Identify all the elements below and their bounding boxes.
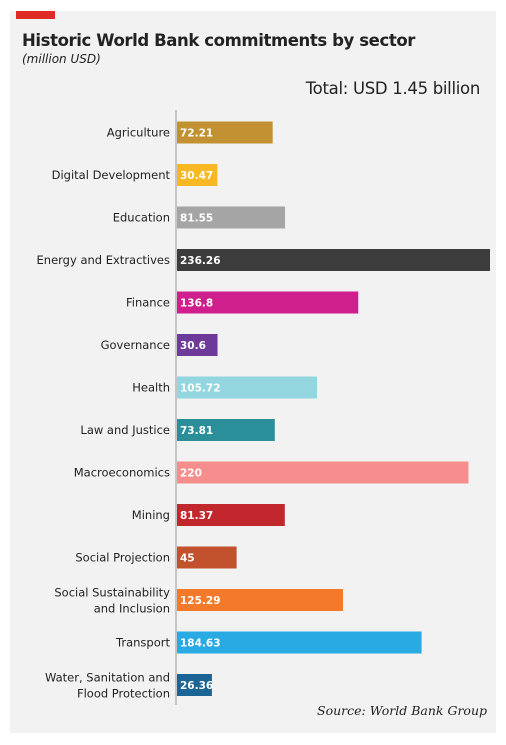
bar-macroeconomics bbox=[177, 461, 469, 484]
value-label-energy-and-extractives: 236.26 bbox=[180, 255, 221, 267]
bar-mining bbox=[177, 504, 285, 526]
category-label-macroeconomics: Macroeconomics bbox=[74, 466, 170, 480]
bar-education bbox=[177, 206, 286, 229]
accent-bar bbox=[16, 11, 55, 19]
value-label-social-sustainability-and-inclusion: 125.29 bbox=[180, 595, 221, 607]
value-label-macroeconomics: 220 bbox=[180, 468, 202, 480]
value-label-transport: 184.63 bbox=[180, 638, 221, 650]
category-label-social-projection: Social Projection bbox=[75, 551, 170, 565]
bar-transport bbox=[177, 631, 422, 654]
bar-agriculture bbox=[177, 121, 273, 144]
value-label-governance: 30.6 bbox=[180, 340, 206, 352]
category-label-law-and-justice: Law and Justice bbox=[80, 423, 170, 437]
chart-subtitle: (million USD) bbox=[22, 52, 101, 66]
value-label-finance: 136.8 bbox=[180, 298, 213, 310]
category-label-digital-development: Digital Development bbox=[52, 168, 171, 182]
category-label-social-sustainability-and-inclusion: Social Sustainability and Inclusion bbox=[54, 586, 170, 616]
source-note: Source: World Bank Group bbox=[317, 703, 487, 718]
category-label-mining: Mining bbox=[132, 508, 170, 522]
value-label-water-sanitation-and-flood-protection: 26.36 bbox=[180, 680, 213, 692]
total-annotation: Total: USD 1.45 billion bbox=[305, 79, 481, 98]
value-label-law-and-justice: 73.81 bbox=[180, 425, 213, 437]
category-label-education: Education bbox=[113, 211, 170, 225]
value-label-health: 105.72 bbox=[180, 383, 221, 395]
category-label-governance: Governance bbox=[101, 338, 170, 352]
bars-group: 72.21 Agriculture 30.47 Digital Development… bbox=[37, 121, 490, 701]
category-label-health: Health bbox=[132, 381, 170, 395]
category-label-energy-and-extractives: Energy and Extractives bbox=[37, 253, 170, 267]
bar-health bbox=[177, 376, 318, 399]
value-label-digital-development: 30.47 bbox=[180, 170, 213, 182]
bar-social-projection bbox=[177, 546, 237, 569]
bar-water-sanitation-and-flood-protection bbox=[177, 674, 212, 696]
chart-title: Historic World Bank commitments by secto… bbox=[22, 31, 415, 50]
category-label-finance: Finance bbox=[126, 296, 170, 310]
bar-finance bbox=[177, 291, 359, 314]
value-label-mining: 81.37 bbox=[180, 510, 213, 522]
bar-digital-development bbox=[177, 164, 218, 186]
category-label-water-sanitation-and-flood-protection: Water, Sanitation and Flood Protection bbox=[45, 671, 170, 701]
category-label-agriculture: Agriculture bbox=[107, 126, 170, 140]
bar-energy-and-extractives bbox=[177, 249, 490, 271]
value-label-social-projection: 45 bbox=[180, 553, 195, 565]
value-label-agriculture: 72.21 bbox=[180, 128, 213, 140]
bar-governance bbox=[177, 334, 218, 356]
bar-social-sustainability-and-inclusion bbox=[177, 589, 343, 611]
bar-law-and-justice bbox=[177, 419, 275, 441]
value-label-education: 81.55 bbox=[180, 213, 213, 225]
category-label-transport: Transport bbox=[115, 636, 170, 650]
